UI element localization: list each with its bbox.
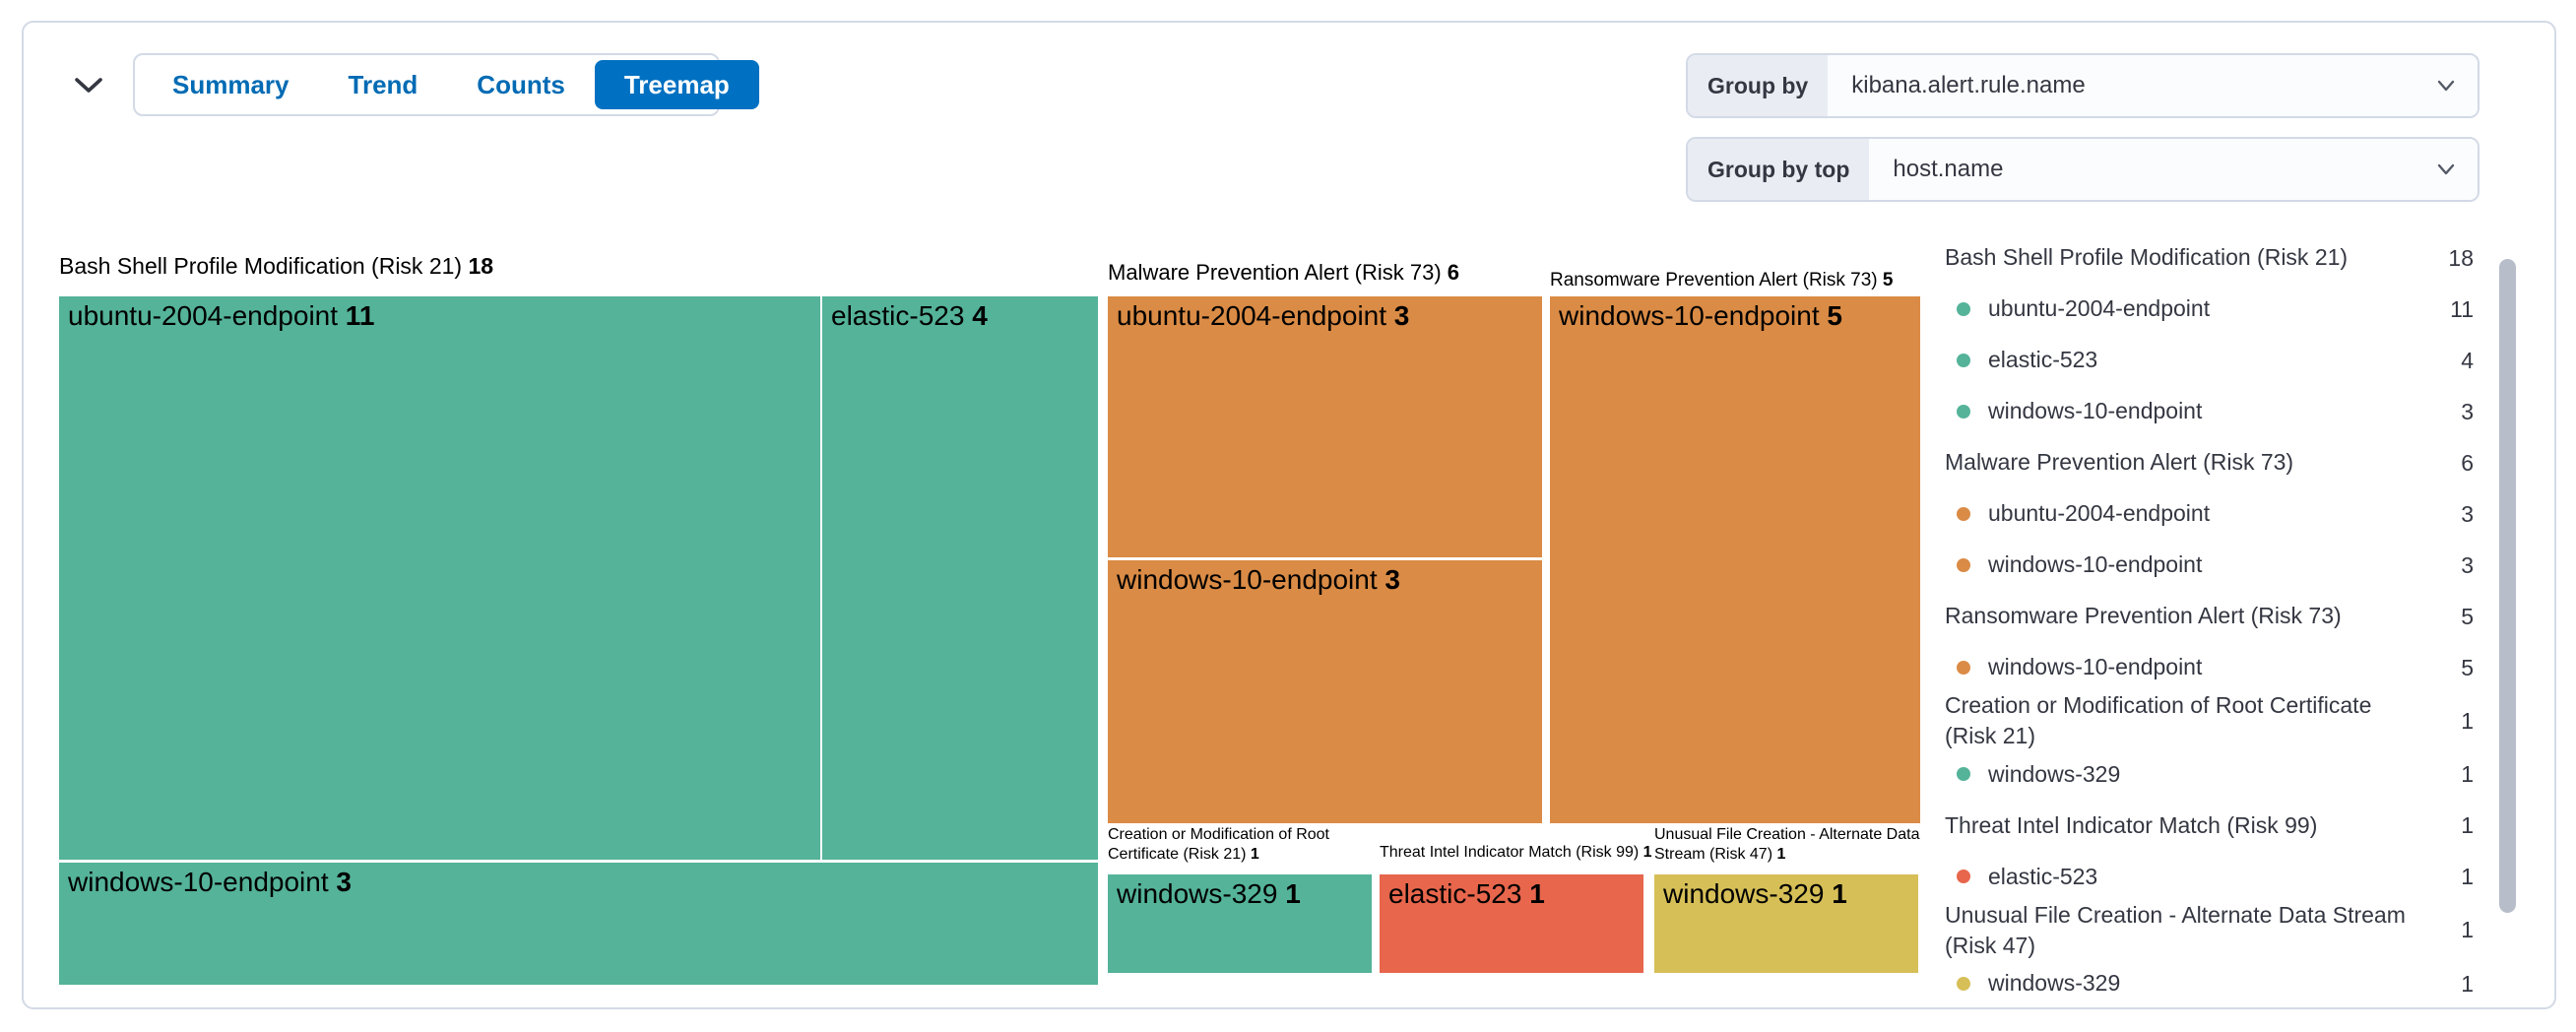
chart-type-tab-group: Summary Trend Counts Treemap [133, 53, 759, 116]
treemap-tile-label: ubuntu-2004-endpoint 11 [68, 300, 375, 331]
treemap-group-header: Malware Prevention Alert (Risk 73) 6 [1108, 260, 1460, 285]
treemap-group-header: Unusual File Creation - Alternate Data S… [1654, 826, 1920, 863]
treemap-tile[interactable]: windows-10-endpoint 3 [1108, 560, 1542, 823]
group-by-top-select[interactable]: Group by top host.name [1686, 137, 2479, 202]
legend-group-row[interactable]: Ransomware Prevention Alert (Risk 73) 5 [1945, 603, 2474, 629]
legend-item-row[interactable]: windows-10-endpoint 5 [1945, 642, 2474, 693]
treemap-tile-label: windows-10-endpoint 3 [1117, 564, 1400, 595]
treemap-tile-label: windows-10-endpoint 3 [68, 867, 352, 897]
treemap-tile-label: elastic-523 1 [1388, 878, 1545, 909]
treemap-tile[interactable]: ubuntu-2004-endpoint 3 [1108, 296, 1542, 557]
chevron-down-icon [71, 73, 106, 97]
treemap-tile[interactable]: elastic-523 1 [1380, 874, 1643, 973]
legend-group-row[interactable]: Threat Intel Indicator Match (Risk 99) 1 [1945, 811, 2474, 838]
treemap-tile-label: windows-10-endpoint 5 [1559, 300, 1842, 331]
group-by-top-label: Group by top [1688, 139, 1870, 200]
group-by-select[interactable]: Group by kibana.alert.rule.name [1686, 53, 2479, 118]
treemap-tile-label: elastic-523 4 [831, 300, 988, 331]
legend-color-dot [1957, 870, 1970, 884]
legend-color-dot [1957, 557, 1970, 572]
legend-color-dot [1957, 660, 1970, 675]
treemap-group-header: Ransomware Prevention Alert (Risk 73) 5 [1550, 270, 1894, 290]
legend-group-row[interactable]: Creation or Modification of Root Certifi… [1945, 692, 2474, 749]
legend-color-dot [1957, 767, 1970, 782]
tab-trend[interactable]: Trend [348, 69, 419, 99]
treemap-tile[interactable]: windows-329 1 [1108, 874, 1372, 973]
collapse-section-button[interactable] [67, 65, 110, 104]
treemap-legend: Bash Shell Profile Modification (Risk 21… [1945, 232, 2474, 1009]
legend-group-row[interactable]: Bash Shell Profile Modification (Risk 21… [1945, 244, 2474, 271]
legend-item-row[interactable]: windows-10-endpoint 3 [1945, 540, 2474, 591]
legend-group-row[interactable]: Malware Prevention Alert (Risk 73) 6 [1945, 449, 2474, 476]
legend-group-row[interactable]: Unusual File Creation - Alternate Data S… [1945, 901, 2474, 958]
tab-counts[interactable]: Counts [477, 69, 565, 99]
treemap-group-header: Bash Shell Profile Modification (Risk 21… [59, 253, 494, 279]
tab-summary[interactable]: Summary [172, 69, 290, 99]
group-by-label: Group by [1688, 55, 1829, 116]
chevron-down-icon [2434, 139, 2478, 200]
treemap-tile-label: ubuntu-2004-endpoint 3 [1117, 300, 1410, 331]
legend-item-row[interactable]: elastic-523 4 [1945, 335, 2474, 386]
treemap-group-header: Threat Intel Indicator Match (Risk 99) 1 [1380, 844, 1652, 861]
legend-color-dot [1957, 404, 1970, 419]
legend-item-row[interactable]: windows-10-endpoint 3 [1945, 386, 2474, 437]
treemap-group-header: Creation or Modification of Root Certifi… [1108, 826, 1329, 863]
treemap-tile[interactable]: windows-10-endpoint 5 [1550, 296, 1920, 823]
treemap-tile[interactable]: elastic-523 4 [822, 296, 1098, 860]
treemap-tile[interactable]: ubuntu-2004-endpoint 11 [59, 296, 820, 860]
group-by-value: kibana.alert.rule.name [1828, 55, 2434, 116]
legend-color-dot [1957, 506, 1970, 521]
treemap-tile-label: windows-329 1 [1117, 878, 1301, 909]
legend-scrollbar-thumb[interactable] [2499, 259, 2516, 913]
legend-item-row[interactable]: elastic-523 1 [1945, 852, 2474, 903]
legend-item-row[interactable]: windows-329 1 [1945, 958, 2474, 1009]
legend-color-dot [1957, 301, 1970, 316]
treemap-tile[interactable]: windows-10-endpoint 3 [59, 863, 1098, 985]
legend-color-dot [1957, 976, 1970, 991]
treemap-tile-label: windows-329 1 [1663, 878, 1847, 909]
treemap-tile[interactable]: windows-329 1 [1654, 874, 1918, 973]
legend-item-row[interactable]: windows-329 1 [1945, 749, 2474, 801]
tab-treemap[interactable]: Treemap [594, 60, 759, 109]
legend-item-row[interactable]: ubuntu-2004-endpoint 3 [1945, 488, 2474, 540]
legend-item-row[interactable]: ubuntu-2004-endpoint 11 [1945, 284, 2474, 335]
legend-color-dot [1957, 353, 1970, 367]
group-by-top-value: host.name [1869, 139, 2434, 200]
chevron-down-icon [2434, 55, 2478, 116]
